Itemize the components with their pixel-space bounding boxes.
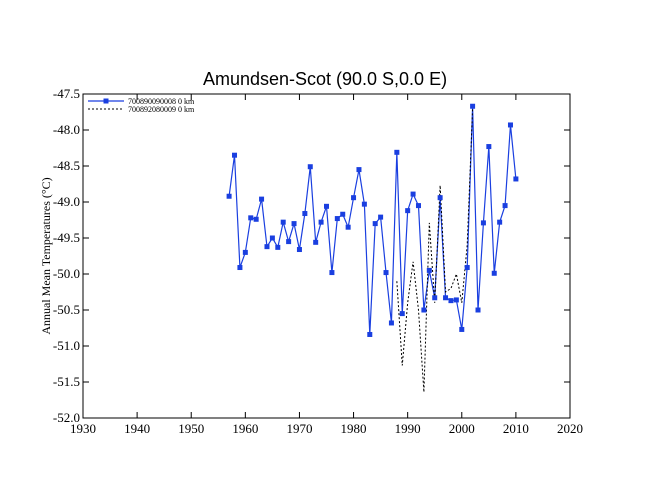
series-1-point [480,220,486,226]
series-1-point [356,167,362,173]
series-2-line [396,108,474,393]
series-1-point [459,326,465,332]
series-1-point [242,249,248,255]
series-1-point [432,295,438,301]
series-1-point [248,215,254,221]
series-1-point [497,219,503,225]
series-1-point [367,331,373,337]
chart-title: Amundsen-Scot (90.0 S,0.0 E) [203,69,447,89]
plot-frame [82,93,571,419]
series-1-point [388,320,394,326]
y-tick-label: -52.0 [53,410,80,425]
series-1-point [329,270,335,276]
series-1-point [232,152,238,158]
x-tick-label: 1930 [70,421,96,436]
legend-label-series-2: 700892080009 0 km [128,105,195,114]
series-1-point [405,208,411,214]
x-axis: 1930 1940 1950 1960 1970 1980 1990 2000 2010 2020 [70,94,583,436]
y-tick-label: -48.5 [53,158,80,173]
series-1-point [421,307,427,313]
series-1-point [378,214,384,220]
series-1-point [372,221,378,227]
y-tick-label: -48.0 [53,122,80,137]
series-1-point [296,247,302,253]
series-1-point [475,307,481,313]
y-tick-label: -50.5 [53,302,80,317]
series-1-point [269,235,275,241]
series-layer [226,103,519,393]
series-1-point [399,311,405,317]
series-1-point [470,103,476,109]
x-tick-label: 1940 [124,421,150,436]
legend-label-series-1: 700890090008 0 km [128,97,195,106]
y-tick-label: -50.0 [53,266,80,281]
series-1-point [383,270,389,276]
series-1-point [286,239,292,245]
x-tick-label: 1980 [341,421,367,436]
series-1-point [394,149,400,155]
y-axis: -47.5 -48.0 -48.5 -49.0 -49.5 -50.0 -50.5 -51.0… [53,86,570,425]
x-tick-label: 2000 [449,421,475,436]
series-1-point [453,297,459,303]
series-1-point [340,211,346,217]
series-1-point [351,195,357,201]
series-1-point [415,203,421,209]
y-tick-label: -51.5 [53,374,80,389]
x-tick-label: 1960 [232,421,258,436]
y-axis-label: Annual Mean Temperatures (°C) [39,177,53,334]
x-tick-label: 2020 [557,421,583,436]
series-1-point [318,219,324,225]
y-tick-label: -47.5 [53,86,80,101]
series-1-point [502,203,508,209]
series-1-point [334,216,340,222]
series-1-point [443,295,449,301]
series-1-point [345,224,351,230]
series-1-point [313,239,319,245]
x-tick-label: 1970 [286,421,312,436]
series-1-point [437,195,443,201]
y-tick-label: -51.0 [53,338,80,353]
series-1-point [426,267,432,273]
series-1-point [253,216,259,222]
series-1-point [275,244,281,250]
x-tick-label: 1990 [395,421,421,436]
legend-marker-series-1 [103,98,109,104]
series-1-point [291,221,297,227]
series-1-point [307,164,313,170]
series-1-point [264,244,270,250]
series-1-point [237,265,243,271]
series-1-point [302,211,308,217]
series-1-point [507,122,513,128]
series-1-point [410,191,416,197]
series-1-point [361,201,367,207]
series-1-point [464,265,470,271]
series-1-point [226,193,232,199]
series-1-point [491,270,497,276]
series-1-point [513,176,519,182]
series-1-point [324,203,329,209]
series-1-point [486,144,492,150]
y-tick-label: -49.0 [53,194,80,209]
series-1-point [280,219,286,225]
x-tick-label: 1950 [178,421,204,436]
series-1-line [228,106,517,335]
y-tick-label: -49.5 [53,230,80,245]
series-1-point [448,298,454,304]
legend: 700890090008 0 km 700892080009 0 km [88,97,195,114]
x-tick-label: 2010 [503,421,529,436]
series-1-point [259,196,265,202]
